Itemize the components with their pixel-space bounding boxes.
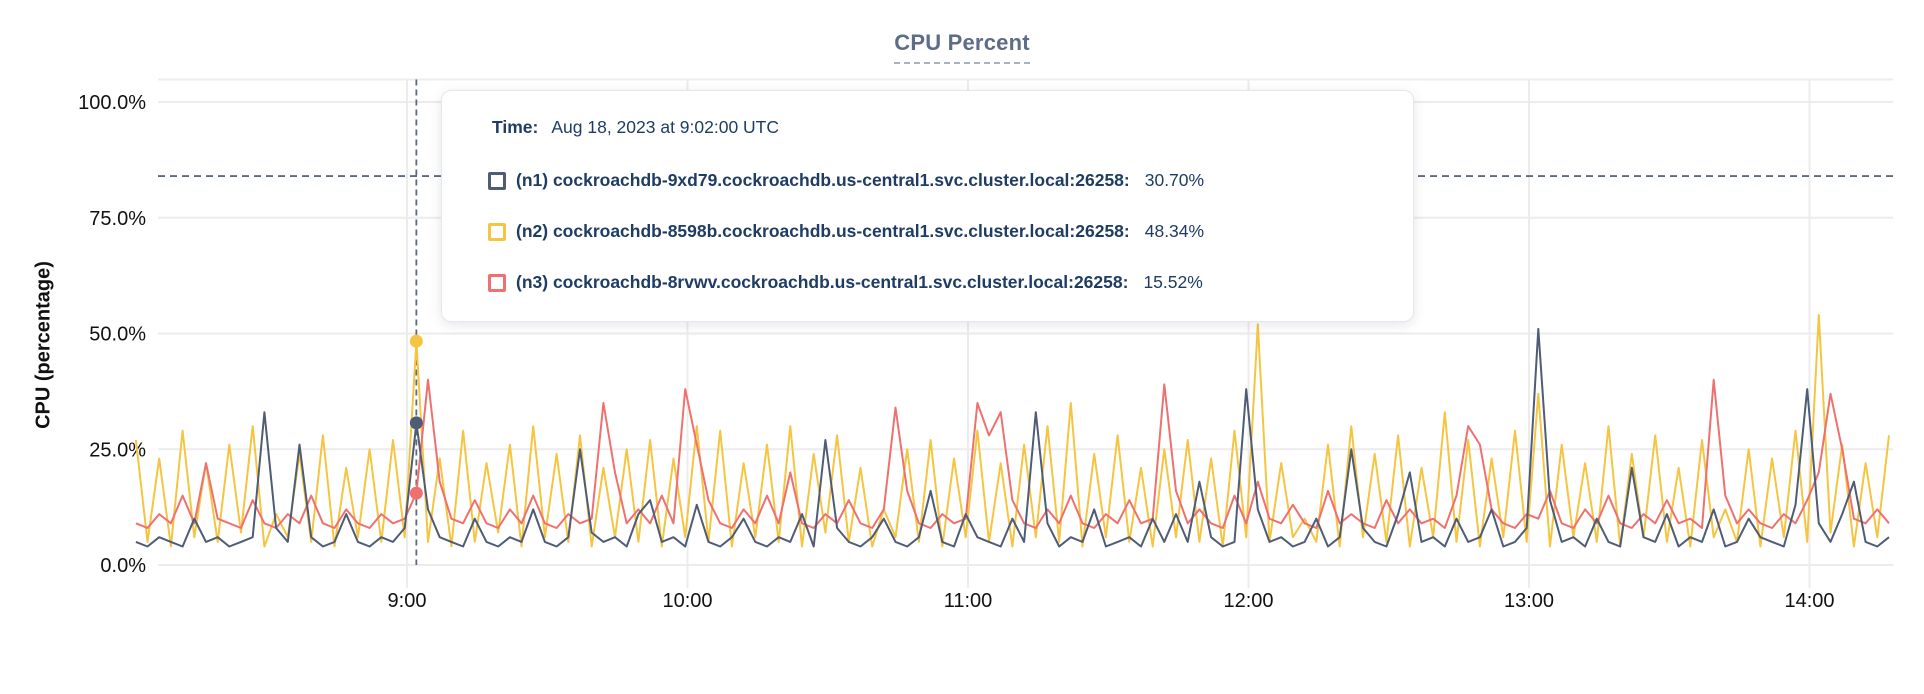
x-tick-label: 14:00 <box>1784 590 1834 612</box>
x-tick-label: 13:00 <box>1504 590 1554 612</box>
chart-header: CPU Percent <box>0 30 1924 64</box>
series-value-n1: 30.70% <box>1144 170 1205 190</box>
chart-tooltip: Time: Aug 18, 2023 at 9:02:00 UTC (n1) co… <box>441 90 1414 322</box>
tooltip-time-value: Aug 18, 2023 at 9:02:00 UTC <box>551 117 780 137</box>
y-tick-label: 0.0% <box>100 555 146 577</box>
x-tick-label: 10:00 <box>662 590 712 612</box>
hover-dot-n2 <box>409 334 423 348</box>
tooltip-time-label: Time: <box>492 117 539 137</box>
series-value-n3: 15.52% <box>1143 272 1203 292</box>
series-line-n3 <box>135 378 1890 529</box>
series-label-n1: (n1) cockroachdb-9xd79.cockroachdb.us-ce… <box>516 170 1130 190</box>
x-tick-label: 9:00 <box>388 590 427 612</box>
series-line-n1 <box>135 327 1890 548</box>
series-swatch-n2 <box>488 222 506 241</box>
tooltip-series-row: (n2) cockroachdb-8598b.cockroachdb.us-ce… <box>488 206 1393 257</box>
series-label-n3: (n3) cockroachdb-8rvwv.cockroachdb.us-ce… <box>516 272 1129 292</box>
hover-dot-n1 <box>409 416 423 430</box>
series-swatch-n1 <box>488 171 506 190</box>
y-tick-label: 75.0% <box>89 208 146 230</box>
x-tick-label: 11:00 <box>944 590 993 612</box>
y-tick-label: 25.0% <box>89 439 146 461</box>
series-swatch-n3 <box>488 273 506 292</box>
series-value-n2: 48.34% <box>1144 221 1205 241</box>
x-tick-label: 12:00 <box>1223 590 1273 612</box>
hover-dot-n3 <box>409 486 423 500</box>
tooltip-series-row: (n1) cockroachdb-9xd79.cockroachdb.us-ce… <box>488 155 1393 206</box>
y-tick-label: 100.0% <box>78 92 146 114</box>
series-label-n2: (n2) cockroachdb-8598b.cockroachdb.us-ce… <box>516 221 1130 241</box>
chart-title[interactable]: CPU Percent <box>894 30 1030 64</box>
series-line-n2 <box>134 314 1890 548</box>
tooltip-series-row: (n3) cockroachdb-8rvwv.cockroachdb.us-ce… <box>488 257 1393 308</box>
tooltip-time-row: Time: Aug 18, 2023 at 9:02:00 UTC <box>492 117 1393 138</box>
y-tick-label: 50.0% <box>89 324 146 346</box>
